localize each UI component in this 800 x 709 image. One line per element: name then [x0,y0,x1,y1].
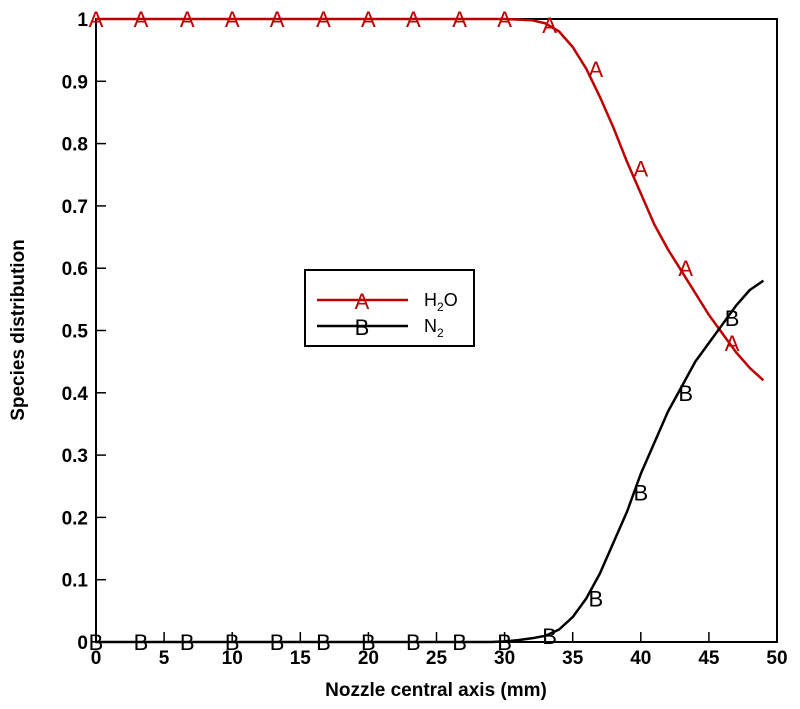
y-tick-label: 0.3 [62,446,88,467]
y-tick-label: 0.6 [62,259,88,280]
marker-n2: B [316,630,331,655]
marker-h2o: A [134,7,149,32]
marker-n2: B [725,306,740,331]
marker-h2o: A [361,7,376,32]
marker-h2o: A [589,57,604,82]
x-tick-label: 45 [698,648,720,669]
legend-marker-n2: B [355,315,370,340]
x-tick-label: 40 [630,648,651,669]
legend-box [304,269,475,347]
marker-h2o: A [542,13,557,38]
marker-n2: B [134,630,149,655]
legend-label-n2: N2 [424,316,444,340]
marker-n2: B [542,624,557,649]
y-axis-title: Species distribution [8,239,29,421]
x-tick-label: 30 [494,648,515,669]
marker-h2o: A [633,157,648,182]
marker-n2: B [270,630,285,655]
x-tick-label: 0 [91,648,102,669]
marker-h2o: A [270,7,285,32]
x-tick-label: 5 [159,648,170,669]
marker-n2: B [589,586,604,611]
x-tick-label: 10 [222,648,243,669]
marker-h2o: A [406,7,421,32]
marker-n2: B [406,630,421,655]
marker-h2o: A [678,256,693,281]
marker-n2: B [633,480,648,505]
marker-n2: B [89,630,104,655]
marker-n2: B [361,630,376,655]
legend-label-h2o: H2O [424,290,458,314]
x-axis-title: Nozzle central axis (mm) [325,680,547,701]
series-line-h2o [96,17,765,382]
marker-h2o: A [89,7,104,32]
marker-n2: B [497,630,512,655]
marker-n2: B [678,381,693,406]
x-tick-label: 35 [562,648,584,669]
y-tick-label: 0.4 [62,384,89,405]
y-tick-label: 0 [77,633,88,654]
marker-n2: B [225,630,240,655]
series-line-n2 [96,279,765,644]
marker-h2o: A [497,7,512,32]
marker-h2o: A [225,7,240,32]
axis-ticks: 0 5 10 15 20 25 30 35 40 45 50 0 0.1 0.2 0.3 0.4 0.5 0.6 0… [62,10,788,669]
legend: A H2O B N2 [304,269,475,347]
marker-h2o: A [316,7,331,32]
y-tick-label: 0.7 [62,197,88,218]
x-tick-label: 15 [290,648,312,669]
marker-n2: B [452,630,467,655]
y-tick-label: 0.2 [62,508,88,529]
legend-marker-h2o: A [355,289,370,314]
x-tick-label: 20 [358,648,379,669]
marker-h2o: A [452,7,467,32]
y-tick-label: 0.1 [62,571,89,592]
x-tick-label: 25 [426,648,448,669]
y-tick-label: 0.5 [62,322,89,343]
marker-h2o: A [180,7,195,32]
marker-h2o: A [725,331,740,356]
y-tick-label: 0.8 [62,135,88,156]
x-tick-label: 50 [766,648,787,669]
y-tick-label: 1 [77,10,88,31]
y-tick-label: 0.9 [62,72,88,93]
marker-n2: B [180,630,195,655]
